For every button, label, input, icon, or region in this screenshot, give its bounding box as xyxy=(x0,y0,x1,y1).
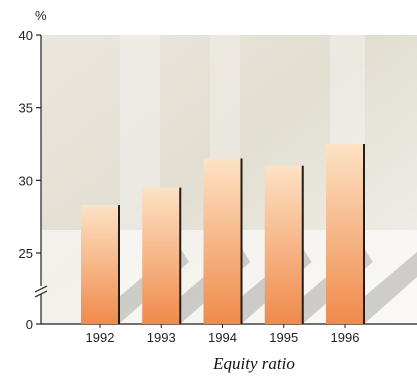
bar-1993 xyxy=(142,187,181,324)
y-tick-label: 0 xyxy=(26,317,33,332)
y-tick-label: 30 xyxy=(19,173,33,188)
x-tick-label: 1993 xyxy=(147,330,176,345)
y-axis-break-mark xyxy=(34,285,48,293)
y-axis-unit: % xyxy=(35,8,47,23)
y-tick-label: 40 xyxy=(19,28,33,43)
bar-1995 xyxy=(264,165,303,324)
x-tick-label: 1994 xyxy=(208,330,237,345)
bar-1994 xyxy=(203,158,242,324)
bar-1992 xyxy=(81,205,119,324)
chart-title: Equity ratio xyxy=(212,354,295,373)
bar-1996 xyxy=(326,144,364,324)
x-tick-label: 1995 xyxy=(269,330,298,345)
y-tick-label: 25 xyxy=(19,246,33,261)
x-labels: 1992 1993 1994 1995 1996 xyxy=(86,324,360,345)
bars xyxy=(81,144,365,324)
y-ticks: 0 25 30 35 40 xyxy=(19,28,41,332)
y-tick-label: 35 xyxy=(19,101,33,116)
x-tick-label: 1992 xyxy=(86,330,115,345)
x-tick-label: 1996 xyxy=(331,330,360,345)
